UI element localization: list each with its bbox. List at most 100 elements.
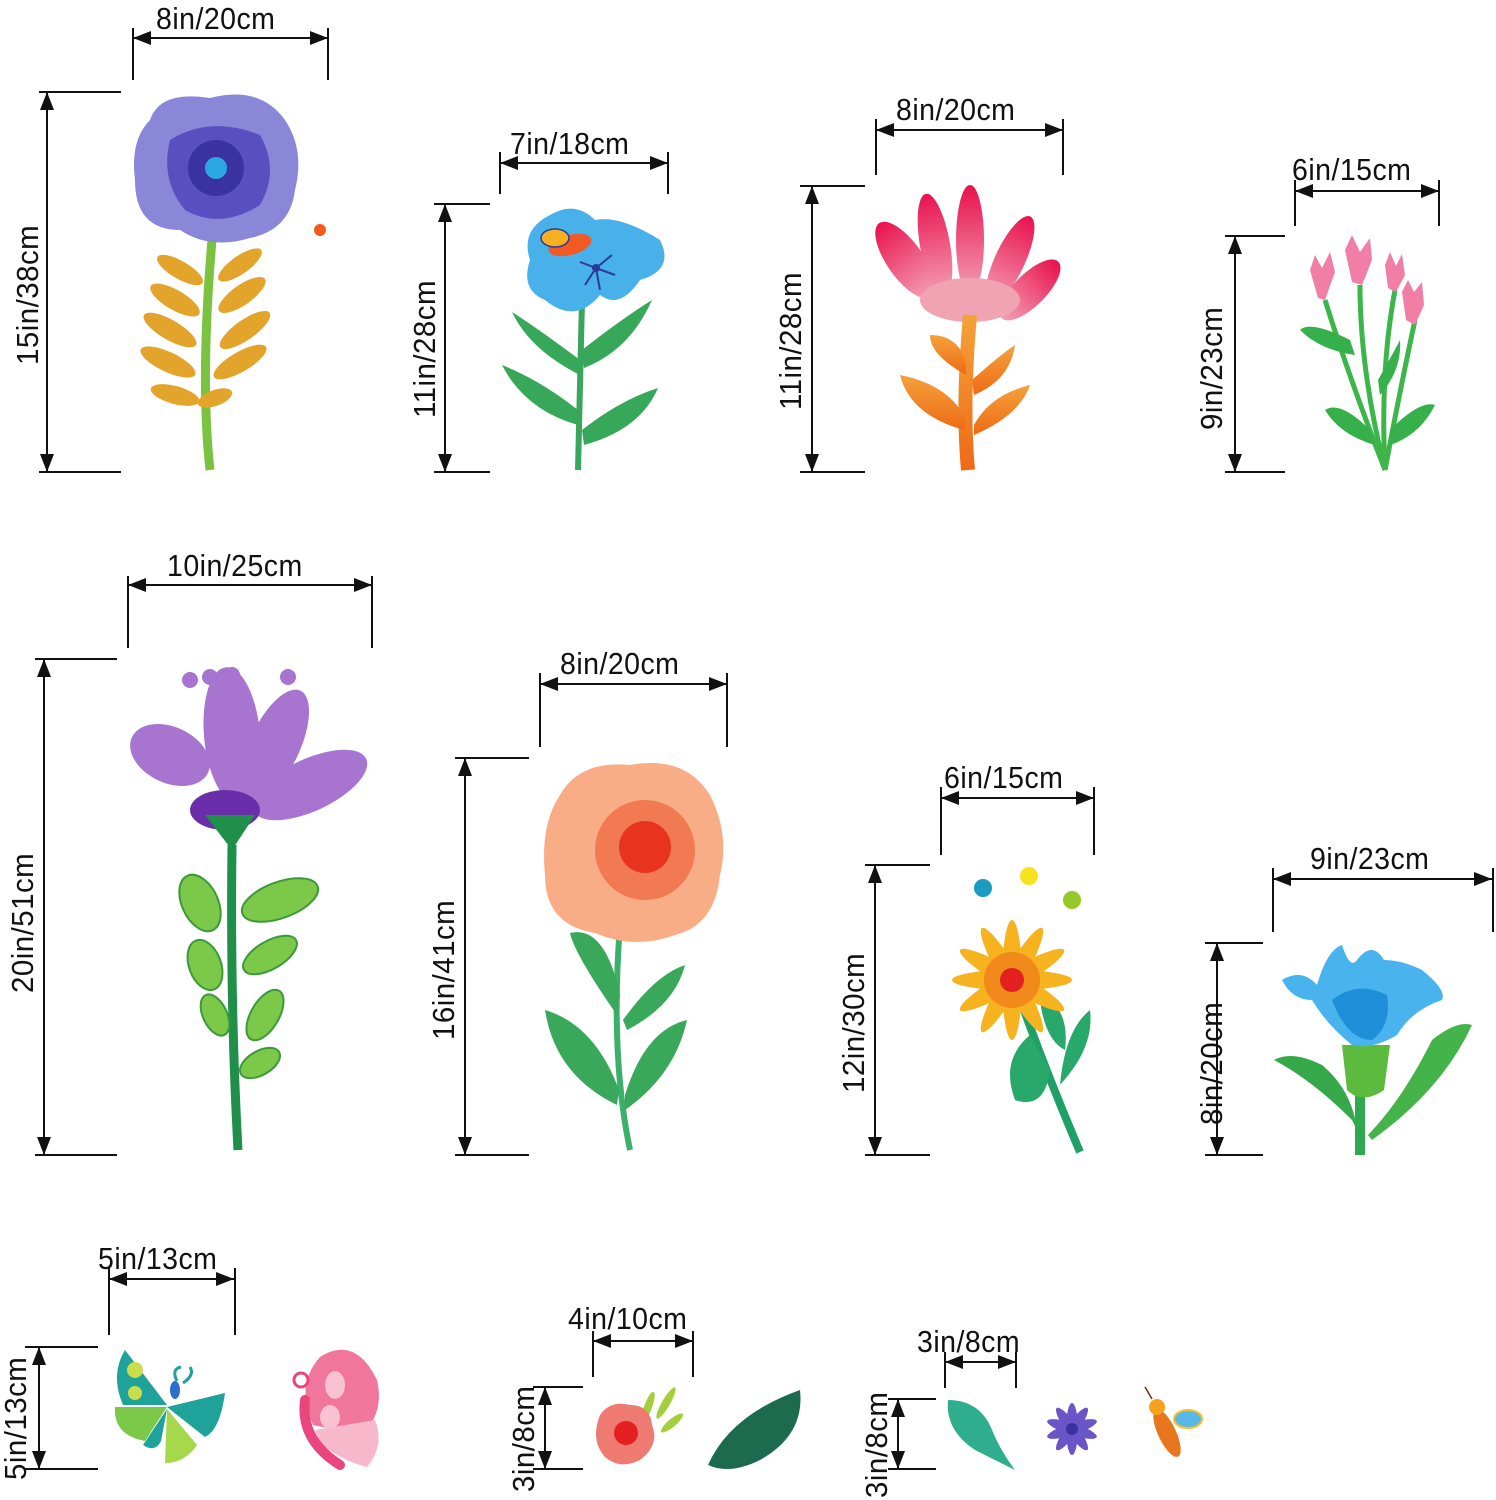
dimension-tick <box>108 1268 110 1335</box>
width-label: 7in/18cm <box>510 126 630 161</box>
height-arrow <box>891 1399 905 1469</box>
width-arrow <box>133 31 328 45</box>
height-label: 11in/28cm <box>773 272 808 410</box>
small-flower-leaf-icon <box>596 1387 801 1469</box>
height-label: 3in/8cm <box>859 1391 894 1498</box>
dimension-tick <box>39 91 121 93</box>
height-label: 20in/51cm <box>5 852 40 993</box>
dimension-tick <box>1492 868 1494 932</box>
width-label: 8in/20cm <box>896 92 1016 127</box>
width-arrow <box>128 578 372 592</box>
height-arrow <box>37 659 51 1155</box>
dimension-tick <box>692 1331 694 1377</box>
dimension-tick <box>888 1468 936 1470</box>
yellow-daisy-icon <box>952 867 1091 1154</box>
height-label: 16in/41cm <box>426 899 461 1040</box>
width-label: 6in/15cm <box>944 760 1064 795</box>
width-arrow <box>1273 872 1492 886</box>
dimension-tick <box>888 1398 936 1400</box>
height-label: 3in/8cm <box>506 1385 541 1492</box>
dimension-tick <box>1015 1352 1017 1388</box>
height-arrow <box>458 758 472 1155</box>
height-label: 5in/13cm <box>0 1356 33 1480</box>
dimension-tick <box>327 28 329 80</box>
peach-poppy-icon <box>544 763 724 1151</box>
dimension-tick <box>39 471 121 473</box>
dimension-tick <box>944 1352 946 1388</box>
dimension-tick <box>1225 471 1285 473</box>
dimension-tick <box>1272 868 1274 932</box>
width-label: 3in/8cm <box>917 1324 1021 1359</box>
width-label: 4in/10cm <box>568 1301 688 1336</box>
dimension-tick <box>539 673 541 747</box>
width-arrow <box>109 1272 234 1286</box>
width-arrow <box>876 123 1063 137</box>
height-arrow <box>40 92 54 472</box>
dimension-tick <box>865 864 930 866</box>
width-arrow <box>941 791 1094 805</box>
dimension-tick <box>371 576 373 648</box>
width-label: 6in/15cm <box>1292 152 1412 187</box>
dimension-tick <box>940 787 942 855</box>
dimension-tick <box>35 658 117 660</box>
purple-poppy-icon <box>134 94 326 471</box>
bee <box>1144 1386 1203 1457</box>
dimension-tick <box>25 1468 98 1470</box>
dimension-tick <box>1093 787 1095 855</box>
blue-flower-bee-icon <box>502 208 665 471</box>
dimension-tick <box>865 1154 930 1156</box>
dimension-tick <box>25 1346 98 1348</box>
dimension-tick <box>800 185 865 187</box>
height-label: 12in/30cm <box>836 952 871 1093</box>
blue-tulip-icon <box>1274 945 1472 1155</box>
width-arrow <box>593 1334 693 1348</box>
dimension-tick <box>875 119 877 175</box>
pink-butterfly <box>292 1349 379 1470</box>
dimension-tick <box>533 1468 583 1470</box>
dimension-tick <box>800 471 865 473</box>
width-arrow <box>540 677 727 691</box>
height-label: 11in/28cm <box>407 280 442 418</box>
dimension-tick <box>132 28 134 80</box>
width-arrow <box>500 156 668 170</box>
dimension-tick <box>1062 119 1064 175</box>
dimension-tick <box>35 1154 117 1156</box>
dimension-tick <box>667 152 669 194</box>
dimension-tick <box>127 576 129 648</box>
dimension-tick <box>726 673 728 747</box>
small-leaf-flower-bee-icon <box>947 1386 1203 1470</box>
dimension-tick <box>1225 235 1285 237</box>
dimension-tick <box>434 203 490 205</box>
lilac-lily-icon <box>130 667 368 1151</box>
width-label: 9in/23cm <box>1310 841 1430 876</box>
height-arrow <box>32 1347 46 1469</box>
dimension-tick <box>592 1331 594 1377</box>
butterflies-icon <box>114 1349 379 1470</box>
dimension-tick <box>533 1386 583 1388</box>
dimension-tick <box>1205 1154 1263 1156</box>
width-label: 5in/13cm <box>98 1241 218 1276</box>
dimension-tick <box>1294 180 1296 226</box>
dimension-tick <box>434 471 490 473</box>
width-label: 8in/20cm <box>156 1 276 36</box>
height-label: 8in/20cm <box>1194 1001 1229 1125</box>
width-label: 8in/20cm <box>560 646 680 681</box>
dimension-tick <box>499 152 501 194</box>
height-arrow <box>868 865 882 1155</box>
height-arrow <box>805 186 819 472</box>
height-label: 9in/23cm <box>1194 306 1229 430</box>
height-arrow <box>1210 943 1224 1155</box>
height-label: 15in/38cm <box>10 224 45 365</box>
dimension-tick <box>1438 180 1440 226</box>
teal-butterfly <box>114 1350 225 1463</box>
height-arrow <box>438 204 452 472</box>
height-arrow <box>538 1387 552 1469</box>
dimension-tick <box>455 1154 529 1156</box>
width-arrow <box>1295 184 1439 198</box>
width-label: 10in/25cm <box>167 548 303 583</box>
pink-lilies-icon <box>1300 235 1435 471</box>
height-arrow <box>1228 236 1242 472</box>
dimension-tick <box>455 757 529 759</box>
width-arrow <box>945 1355 1016 1369</box>
dimension-tick <box>1205 942 1263 944</box>
